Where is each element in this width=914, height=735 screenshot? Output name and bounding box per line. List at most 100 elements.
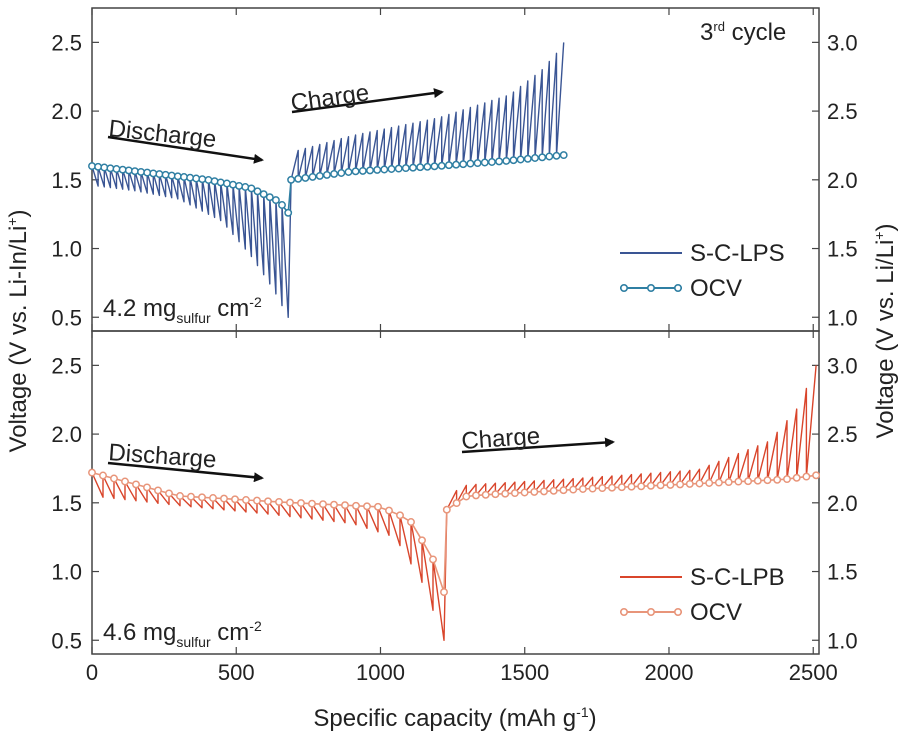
top-y-tick-label-left: 2.0	[51, 99, 82, 124]
bottom-ocv-point	[209, 494, 217, 502]
bottom-ocv-point	[374, 502, 382, 511]
bottom-discharge-label: Discharge	[108, 439, 218, 473]
series-s-c-lps-line	[91, 42, 565, 318]
bottom-ocv-point	[121, 477, 129, 486]
top-y-tick-label-left: 0.5	[51, 305, 82, 330]
bottom-ocv-point	[646, 481, 655, 490]
top-ocv-point	[137, 167, 145, 176]
legend-ocv-top-marker-2	[646, 283, 655, 292]
bottom-ocv-point	[540, 487, 548, 496]
top-ocv-point	[210, 177, 219, 186]
top-y-tick-label-right: 2.0	[827, 168, 858, 193]
top-ocv-point	[423, 162, 432, 171]
bottom-ocv-point	[627, 482, 636, 491]
top-ocv-point	[351, 167, 360, 176]
top-ocv-point	[495, 157, 504, 166]
bottom-ocv-point	[242, 496, 250, 504]
bottom-ocv-point	[319, 500, 327, 509]
bottom-ocv-point	[802, 472, 811, 481]
bottom-ocv-point	[530, 487, 539, 496]
bottom-ocv-point	[501, 489, 510, 498]
top-ocv-point	[322, 170, 331, 179]
top-ocv-point	[416, 163, 425, 172]
bottom-ocv-point	[198, 493, 206, 502]
bottom-panel-plot	[88, 365, 821, 641]
top-ocv-point	[437, 161, 446, 170]
bottom-y-tick-label-right: 3.0	[827, 353, 858, 378]
x-axis-title: Specific capacity (mAh g-1)	[313, 704, 596, 732]
top-y-tick-label-left: 1.5	[51, 168, 82, 193]
top-charge-label: Charge	[289, 79, 371, 117]
bottom-ocv-point	[286, 498, 294, 507]
top-ocv-point	[559, 151, 568, 160]
top-ocv-point	[531, 154, 539, 162]
top-ocv-point	[480, 158, 489, 167]
top-ocv-point	[337, 169, 346, 177]
top-ocv-point	[394, 164, 403, 173]
bottom-ocv-point	[520, 488, 529, 497]
bottom-y-tick-label-right: 1.0	[827, 628, 858, 653]
bottom-ocv-point	[481, 490, 490, 499]
legend-ocv-bottom-marker-2	[646, 607, 655, 616]
top-discharge-label: Discharge	[107, 115, 217, 153]
top-ocv-point	[241, 183, 250, 191]
bottom-ocv-point	[176, 492, 184, 500]
legend-ocv-top-marker-3	[673, 283, 682, 292]
legend-s-c-lpb-label: S-C-LPB	[690, 564, 785, 591]
bottom-ocv-point	[578, 485, 587, 493]
bottom-ocv-point	[792, 473, 801, 482]
top-ocv-point	[287, 175, 296, 184]
bottom-ocv-point	[472, 491, 480, 500]
bottom-ocv-point	[418, 536, 426, 545]
top-ocv-point	[198, 175, 207, 184]
bottom-ocv-point	[637, 482, 646, 491]
top-ocv-point	[155, 170, 164, 179]
bottom-ocv-point	[549, 486, 558, 495]
top-ocv-point	[516, 155, 525, 164]
bottom-ocv-point	[442, 505, 451, 514]
bottom-ocv-point	[297, 499, 305, 508]
bottom-ocv-point	[132, 480, 140, 489]
bottom-ocv-point	[744, 477, 753, 486]
bottom-ocv-point	[569, 485, 578, 494]
bottom-ocv-point	[491, 490, 500, 499]
top-ocv-point	[452, 160, 461, 169]
x-tick-label: 2000	[645, 660, 694, 685]
bottom-ocv-point	[462, 492, 471, 501]
legend-ocv-bottom-marker-3	[673, 607, 682, 616]
x-tick-label: 1500	[500, 660, 549, 685]
top-y-tick-label-right: 3.0	[827, 30, 858, 55]
top-ocv-point	[247, 184, 256, 193]
top-ocv-point	[509, 156, 518, 165]
bottom-y-tick-label-right: 2.0	[827, 491, 858, 516]
bottom-panel-ticks: 0 500 1000 1500 2000 2500 0.5 1.0 1.5 2.0 2.5 1.0 1.…	[51, 331, 858, 685]
bottom-ocv-point	[685, 479, 694, 488]
legend-ocv-bottom-marker-1	[619, 607, 628, 616]
top-ocv-point	[444, 161, 453, 170]
bottom-ocv-point	[99, 471, 107, 480]
bottom-ocv-point	[165, 489, 173, 498]
bottom-ocv-point	[308, 499, 316, 508]
top-ocv-point	[235, 181, 244, 190]
cycle-label: 3rd cycle	[700, 19, 786, 46]
top-y-tick-label-right: 2.5	[827, 99, 858, 124]
top-ocv-point	[473, 159, 482, 168]
bottom-y-tick-label-left: 1.0	[51, 560, 82, 585]
top-ocv-point	[294, 174, 303, 183]
top-y-tick-label-right: 1.0	[827, 305, 858, 330]
bottom-panel-frame	[91, 330, 820, 655]
top-ocv-point	[278, 201, 286, 209]
top-discharge-arrow	[107, 135, 264, 164]
top-ocv-point	[487, 158, 496, 166]
legend-s-c-lps-label: S-C-LPS	[690, 240, 785, 267]
top-ocv-point	[466, 159, 475, 168]
x-tick-label: 2500	[789, 660, 838, 685]
top-ocv-point	[523, 154, 532, 163]
top-ocv-point	[545, 152, 554, 161]
bottom-ocv-point	[385, 506, 393, 515]
bottom-ocv-point	[724, 478, 733, 487]
bottom-discharge-arrow	[107, 461, 264, 483]
bottom-ocv-point	[783, 475, 791, 484]
top-ocv-point	[409, 163, 417, 172]
x-tick-label: 500	[218, 660, 255, 685]
